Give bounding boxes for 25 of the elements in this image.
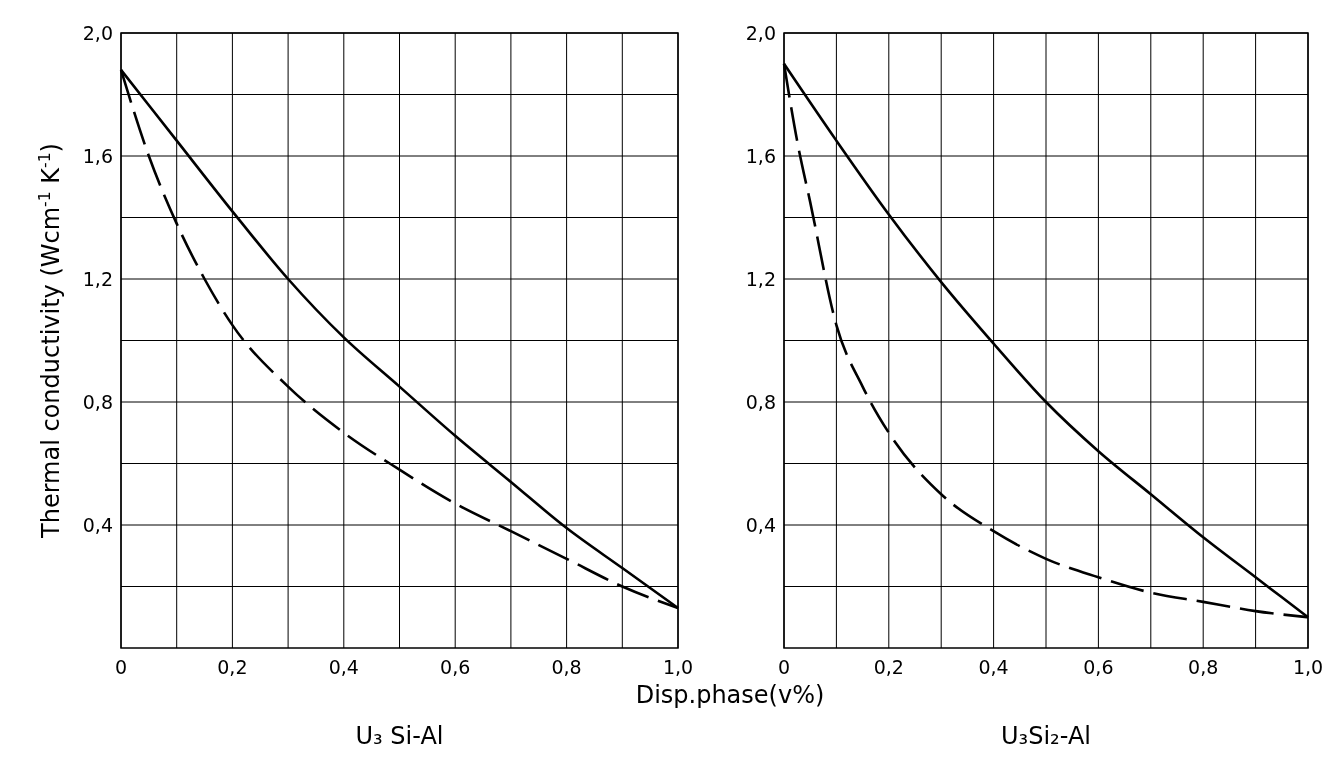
y-tick-label: 0,8 [82,391,113,413]
x-tick-label: 0,6 [440,656,471,678]
y-tick-label: 2,0 [745,22,776,44]
x-tick-label: 0,2 [217,656,248,678]
x-tick-label: 0,2 [873,656,904,678]
x-tick-label: 0,4 [328,656,359,678]
x-axis-title: Disp.phase(v%) [635,681,825,709]
x-tick-label: 1,0 [1292,656,1324,678]
x-tick-label: 0 [114,656,128,678]
x-tick-label: 0,6 [1083,656,1114,678]
y-tick-label: 1,2 [745,268,776,290]
y-tick-label: 0,8 [745,391,776,413]
text: U₃Si₂-Al [1001,722,1091,750]
x-tick-label: 0,8 [551,656,582,678]
y-tick-label: 0,4 [745,514,776,536]
y-tick-label: 2,0 [82,22,113,44]
x-tick-label: 0,8 [1188,656,1219,678]
y-tick-label: 0,4 [82,514,113,536]
y-tick-label: 1,2 [82,268,113,290]
x-tick-label: 0 [777,656,791,678]
y-tick-label: 1,6 [745,145,776,167]
x-tick-label: 1,0 [662,656,694,678]
x-tick-label: 0,4 [978,656,1009,678]
y-tick-label: 1,6 [82,145,113,167]
text: U₃ Si-Al [355,722,444,750]
